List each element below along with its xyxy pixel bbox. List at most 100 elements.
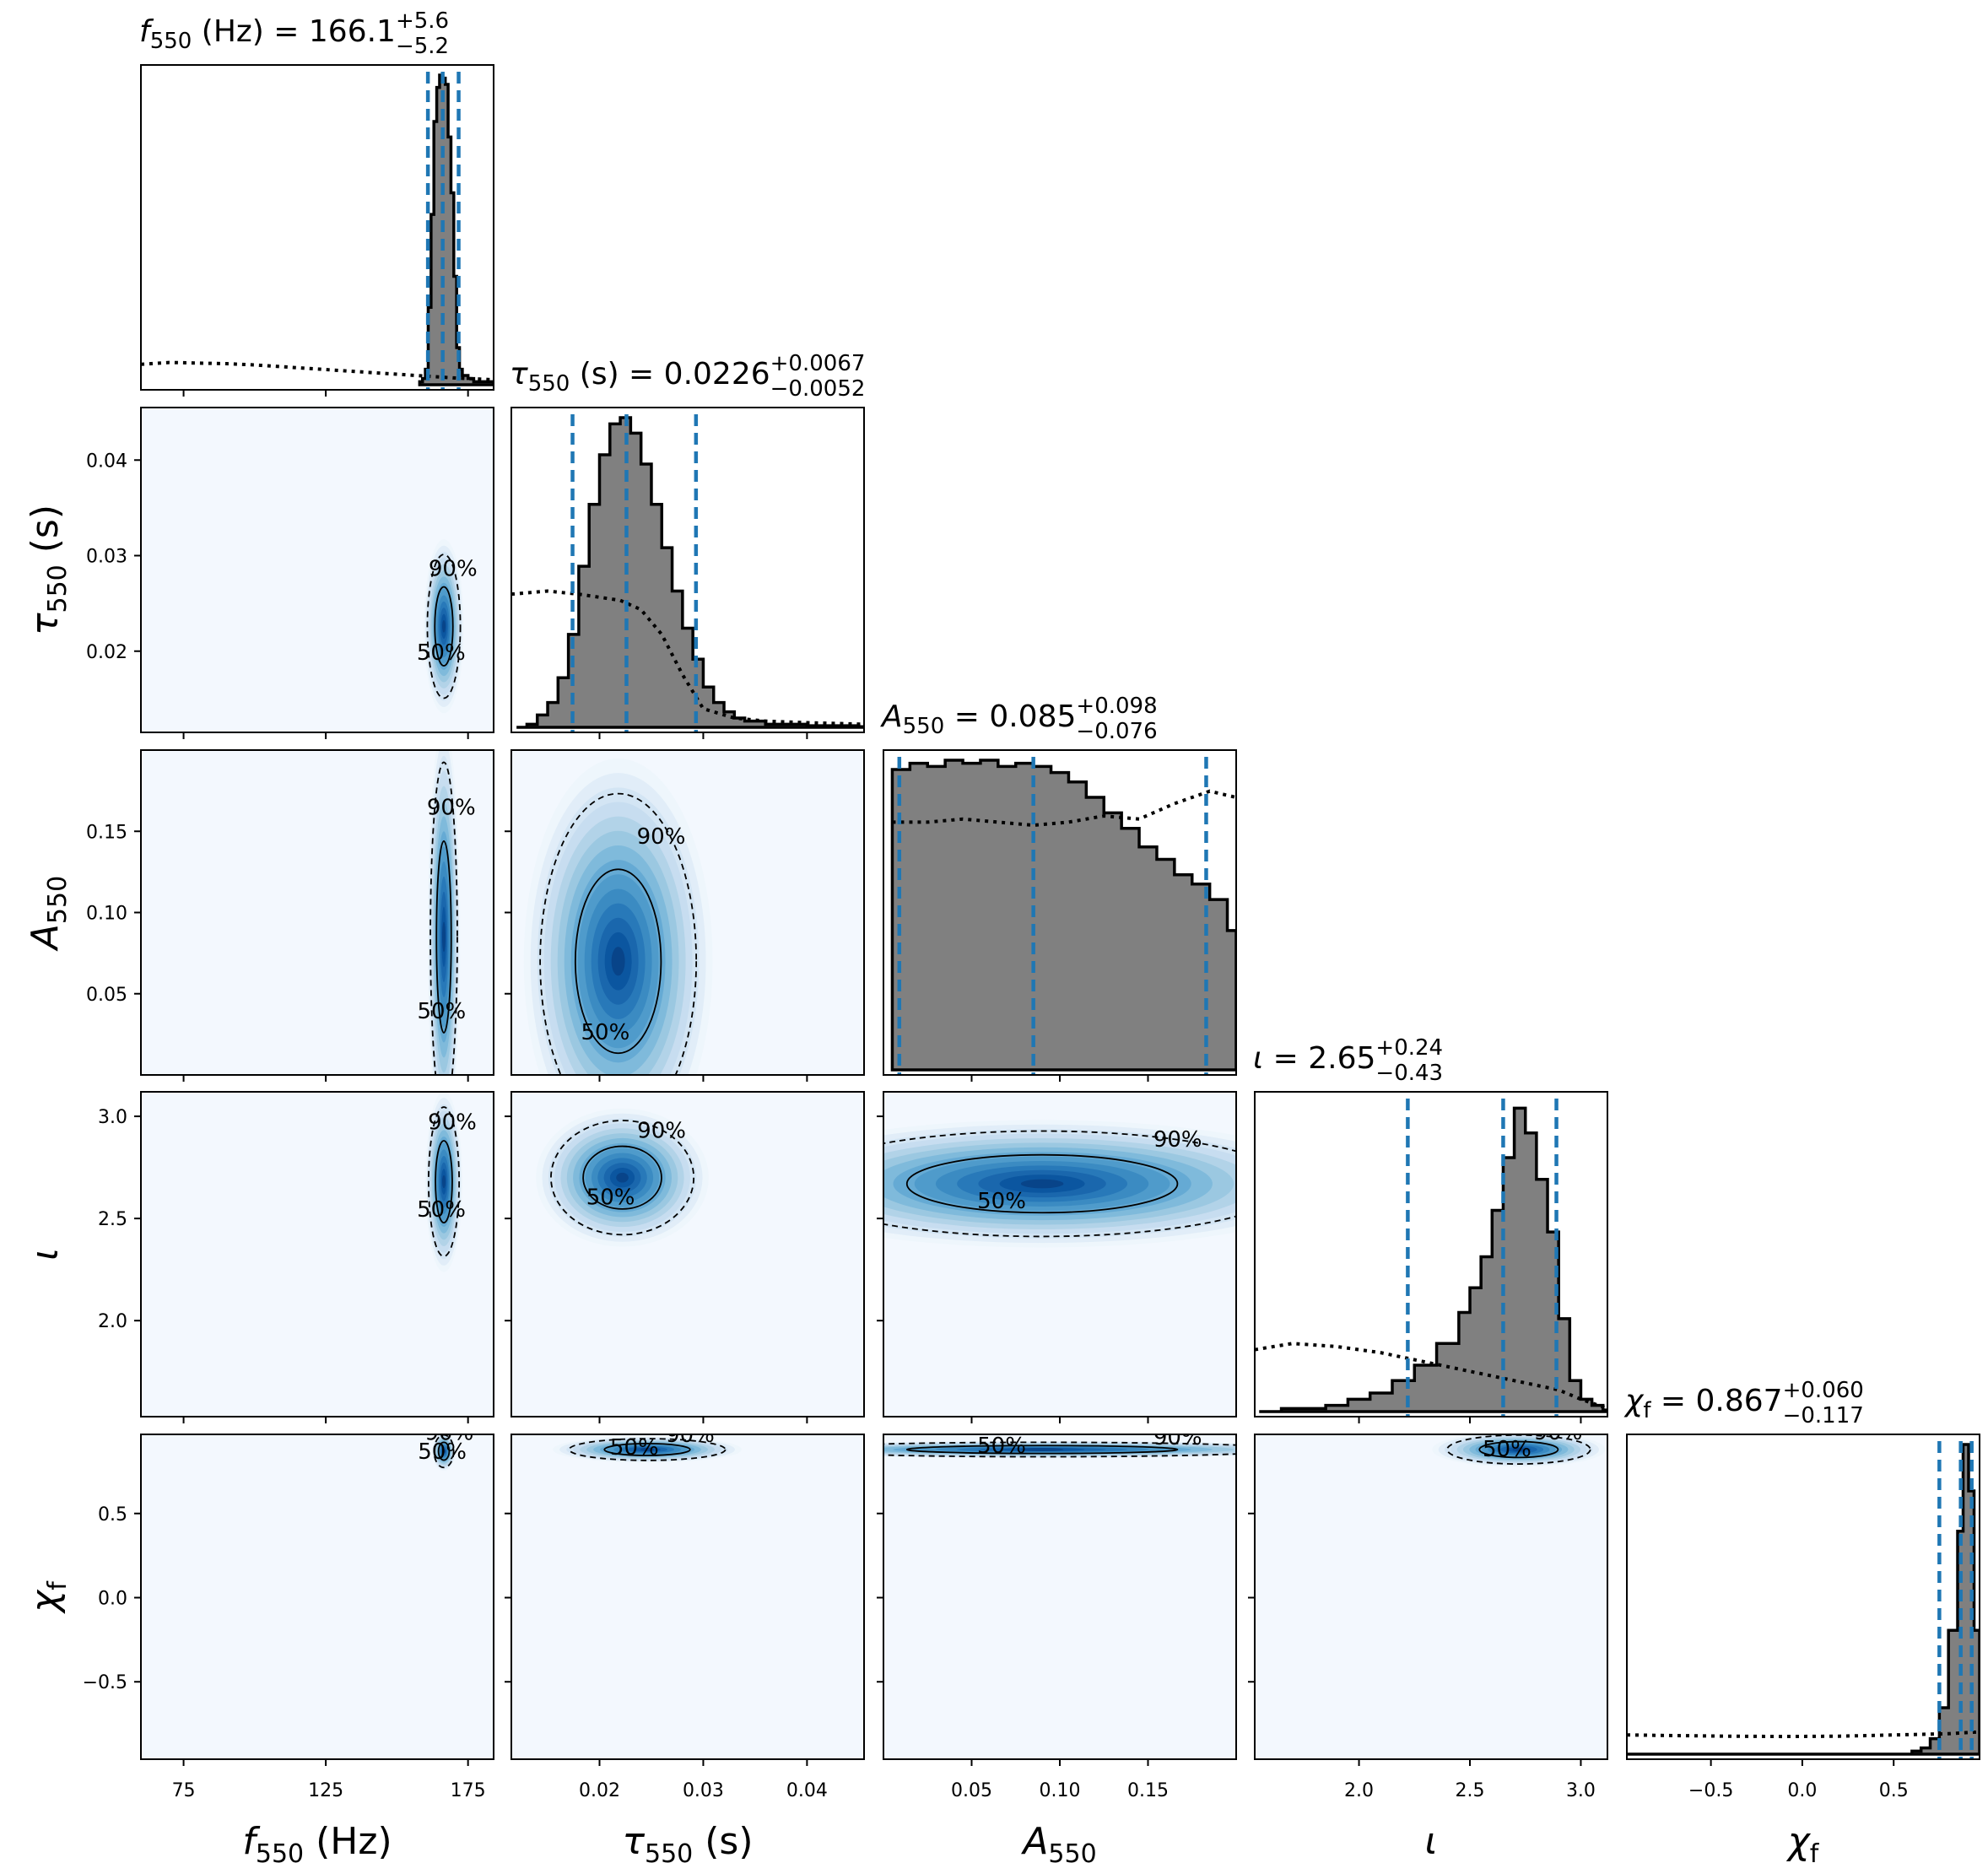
contour-50 [435, 1140, 453, 1224]
posterior-histogram [890, 759, 1236, 1072]
density-level [1020, 1179, 1064, 1189]
contour-label-50: 50% [977, 1189, 1026, 1214]
histogram-iota [1255, 1099, 1607, 1417]
x-tick-label: 175 [451, 1780, 486, 1801]
density-panel-A550-iota [883, 1092, 1236, 1417]
contour-label-90: 90% [637, 824, 686, 850]
contour-50 [905, 1444, 1179, 1455]
panel-title-iota: ι = 2.65+0.24 −0.43 [1253, 1035, 1443, 1086]
contour-50 [582, 1145, 662, 1210]
posterior-histogram [1627, 1443, 1980, 1756]
y-tick-label: 0.15 [86, 822, 127, 843]
x-tick-label: 0.5 [1879, 1780, 1909, 1801]
x-tick-label: 0.15 [1127, 1780, 1169, 1801]
x-tick-label: −0.5 [1688, 1780, 1733, 1801]
prior-curve [141, 360, 494, 382]
contour-90 [426, 554, 462, 699]
x-tick-label: 2.5 [1456, 1780, 1485, 1801]
contour-label-90: 90% [1153, 1127, 1202, 1153]
y-tick-label: 0.02 [86, 642, 127, 663]
contour-50 [574, 868, 662, 1055]
x-tick-label: 125 [308, 1780, 343, 1801]
density-level [616, 1172, 629, 1183]
contour-label-50: 50% [610, 1435, 659, 1461]
contour-50 [1478, 1440, 1559, 1459]
x-axis-label-chif: χf [1786, 1820, 1820, 1863]
y-axis-label-chif: χf [24, 1580, 73, 1614]
posterior-histogram [1259, 1106, 1607, 1413]
density-background [1255, 1434, 1607, 1759]
posterior-histogram [418, 73, 494, 386]
x-tick-label: 0.04 [786, 1780, 828, 1801]
histogram-chif [1627, 1441, 1980, 1759]
contour-90 [429, 761, 458, 1075]
x-tick-label: 3.0 [1566, 1780, 1596, 1801]
histogram-A550 [890, 757, 1236, 1075]
x-axis-label-A550: A550 [1020, 1820, 1096, 1863]
prior-curve [1627, 1730, 1980, 1739]
density-panel-tau550-chif [511, 1434, 864, 1759]
contour-50 [603, 1442, 691, 1456]
contour-label-50: 50% [417, 640, 466, 666]
contour-label-90: 90% [666, 1423, 715, 1448]
contour-label-50: 50% [418, 1439, 467, 1465]
y-tick-label: 0.03 [86, 547, 127, 568]
x-tick-label: 0.10 [1040, 1780, 1081, 1801]
contour-label-50: 50% [417, 1197, 466, 1223]
density-level [442, 1174, 446, 1189]
density-panel-iota-chif [1255, 1434, 1607, 1759]
y-tick-label: 2.5 [98, 1209, 127, 1230]
panel-title-A550: A550 = 0.085+0.098 −0.076 [880, 694, 1158, 744]
contour-90 [550, 1120, 695, 1236]
x-tick-label: 0.0 [1787, 1780, 1817, 1801]
x-tick-label: 0.03 [683, 1780, 724, 1801]
x-axis-label-f550: f550 (Hz) [242, 1820, 392, 1863]
contour-50 [905, 1153, 1179, 1214]
density-level [1512, 1447, 1526, 1451]
contour-label-90: 90% [428, 1110, 477, 1136]
x-tick-label: 75 [172, 1780, 196, 1801]
density-level [442, 1449, 446, 1453]
y-axis-label-A550: A550 [24, 876, 73, 952]
panel-frame-f550-iota [140, 1091, 494, 1418]
density-panel-f550-iota [141, 1092, 494, 1417]
contour-90 [883, 1441, 1236, 1458]
x-axis-label-iota: ι [1425, 1820, 1438, 1863]
contour-label-90: 90% [1534, 1420, 1583, 1445]
contour-label-90: 90% [637, 1118, 686, 1143]
density-level [442, 921, 446, 953]
contour-90 [568, 1438, 727, 1461]
panel-title-tau550: τ550 (s) = 0.0226+0.0067 −0.0052 [510, 351, 865, 402]
y-tick-label: 0.5 [98, 1504, 127, 1526]
y-tick-label: −0.5 [83, 1672, 127, 1693]
y-axis-label-tau550: τ550 (s) [24, 505, 73, 635]
contour-50 [437, 1441, 451, 1461]
histogram-tau550 [511, 414, 864, 732]
density-panel-f550-A550 [141, 750, 494, 1075]
prior-curve [1255, 1342, 1607, 1411]
y-tick-label: 0.0 [98, 1588, 127, 1609]
histogram-f550 [141, 72, 494, 390]
density-background [511, 1434, 864, 1759]
y-tick-label: 2.0 [98, 1311, 127, 1332]
contour-label-90: 90% [429, 557, 478, 582]
contour-label-50: 50% [581, 1020, 629, 1045]
contour-label-50: 50% [586, 1185, 635, 1210]
panel-frame-tau550-iota [511, 1091, 865, 1418]
density-background [141, 1434, 494, 1759]
contour-label-50: 50% [1483, 1437, 1532, 1462]
panel-title-chif: χf = 0.867+0.060 −0.117 [1623, 1378, 1864, 1428]
contour-label-90: 90% [424, 1420, 473, 1445]
x-axis-label-tau550: τ550 (s) [622, 1820, 753, 1863]
density-level [442, 619, 446, 633]
contour-90 [427, 1106, 461, 1257]
contour-label-50: 50% [417, 999, 466, 1024]
density-panel-f550-chif [141, 1434, 494, 1759]
density-level [1020, 1447, 1064, 1451]
density-background [883, 1434, 1236, 1759]
x-tick-label: 0.02 [579, 1780, 620, 1801]
contour-50 [435, 840, 452, 1034]
x-tick-label: 0.05 [951, 1780, 992, 1801]
y-tick-label: 0.10 [86, 904, 127, 925]
